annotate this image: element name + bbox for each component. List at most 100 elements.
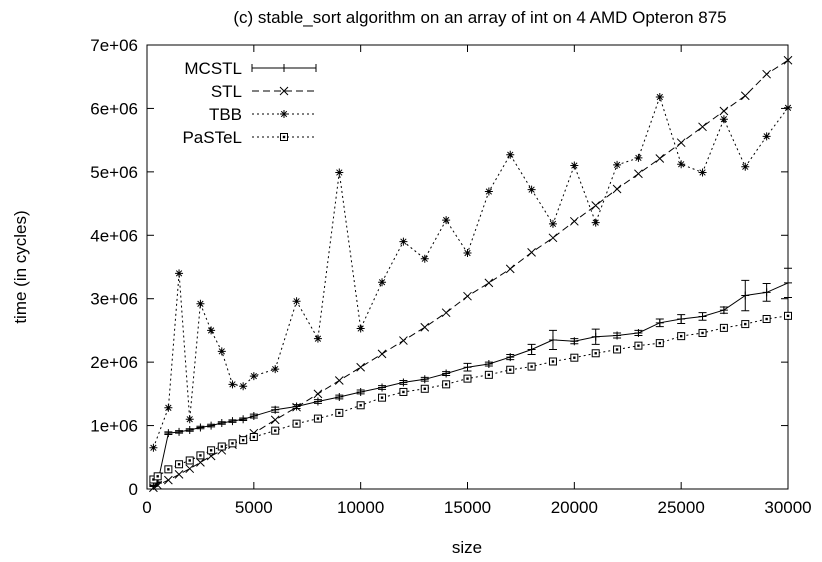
data-point-plus (655, 318, 664, 327)
data-point-cross (505, 264, 515, 274)
data-point-square (153, 472, 162, 481)
data-point-square (570, 353, 579, 362)
data-point-square (271, 426, 280, 435)
data-point-star (591, 218, 600, 227)
data-point-plus (313, 397, 322, 406)
data-point-star (356, 324, 365, 333)
data-point-plus (762, 288, 771, 297)
data-point-plus (239, 415, 248, 424)
data-point-star (677, 160, 686, 169)
data-point-plus (570, 337, 579, 346)
data-point-cross (591, 201, 601, 210)
square-marker-dot (282, 135, 286, 139)
series-line (153, 315, 789, 480)
series-line (152, 95, 789, 448)
data-point-plus (442, 369, 451, 378)
data-point-cross (719, 106, 729, 116)
data-point-cross (740, 91, 750, 101)
data-point-square (280, 133, 288, 141)
data-point-square (196, 451, 205, 460)
square-marker-dot (402, 390, 405, 394)
data-point-star (149, 443, 158, 452)
square-marker-dot (530, 365, 533, 368)
data-point-star (207, 326, 216, 335)
data-point-square (313, 414, 322, 423)
series-tbb (149, 93, 792, 452)
data-point-square (634, 341, 643, 350)
square-marker-dot (509, 368, 512, 371)
data-point-square (239, 436, 248, 445)
square-marker-dot (722, 326, 726, 330)
data-point-star (228, 380, 237, 389)
legend-label: PaSTeL (182, 128, 242, 147)
data-point-star (196, 299, 205, 308)
data-point-star (217, 347, 226, 356)
data-point-plus (356, 387, 365, 396)
data-point-cross (334, 376, 344, 385)
square-marker-dot (295, 422, 298, 425)
data-point-star (484, 187, 493, 196)
data-point-star (442, 216, 451, 225)
data-point-cross (676, 138, 686, 148)
data-point-plus (378, 383, 387, 392)
legend-label: TBB (209, 105, 242, 124)
data-point-square (185, 456, 194, 465)
square-marker-dot (444, 383, 448, 386)
data-point-plus (463, 363, 472, 372)
data-point-square (175, 460, 184, 469)
series-pastel (149, 311, 792, 484)
square-marker-dot (786, 314, 790, 318)
series-mcstl (149, 267, 792, 490)
x-tick-label: 15000 (444, 498, 491, 517)
square-marker-dot (167, 468, 170, 471)
data-point-star (175, 269, 184, 278)
data-point-cross (783, 55, 793, 65)
square-marker-dot (220, 445, 223, 448)
data-point-cross (762, 69, 771, 79)
square-marker-dot (188, 459, 191, 462)
square-marker-dot (615, 348, 619, 351)
x-axis: 0 5000 10000 15000 20000 25000 30000 (142, 45, 812, 517)
y-tick-label: 6e+06 (90, 99, 138, 118)
square-marker-dot (701, 331, 704, 335)
data-point-cross (527, 248, 536, 257)
data-point-cross (313, 389, 323, 399)
data-point-square (228, 439, 237, 448)
legend-error-cap (251, 64, 317, 72)
square-marker-dot (209, 449, 213, 452)
data-point-plus (677, 315, 686, 324)
data-point-star (249, 372, 258, 381)
data-point-square (292, 419, 301, 428)
data-point-plus (175, 427, 184, 436)
square-marker-dot (637, 344, 640, 347)
data-point-square (506, 365, 515, 374)
x-axis-label: size (452, 538, 482, 557)
data-point-star (399, 237, 408, 246)
y-tick-label: 0 (129, 480, 138, 499)
data-point-star (570, 161, 579, 170)
data-point-star (784, 103, 792, 112)
data-point-plus (548, 335, 557, 344)
square-marker-dot (231, 442, 234, 445)
legend: MCSTL STL TBB PaSTeL (182, 59, 317, 147)
square-marker-dot (744, 322, 747, 326)
legend-item-tbb: TBB (209, 105, 316, 124)
data-point-star (613, 160, 622, 169)
data-point-square (335, 408, 344, 417)
series-line (153, 59, 789, 489)
data-point-cross (164, 475, 173, 485)
square-marker-dot (274, 429, 277, 432)
square-marker-dot (594, 352, 597, 355)
square-marker-dot (380, 396, 384, 399)
data-point-plus (185, 426, 194, 435)
square-marker-dot (679, 334, 683, 338)
data-point-cross (292, 402, 301, 412)
data-point-star (698, 168, 707, 177)
data-point-cross (484, 278, 494, 288)
data-point-star (719, 115, 728, 124)
data-point-cross (634, 169, 643, 179)
data-point-square (399, 387, 408, 396)
data-point-cross (698, 122, 707, 132)
square-marker-dot (359, 404, 362, 407)
